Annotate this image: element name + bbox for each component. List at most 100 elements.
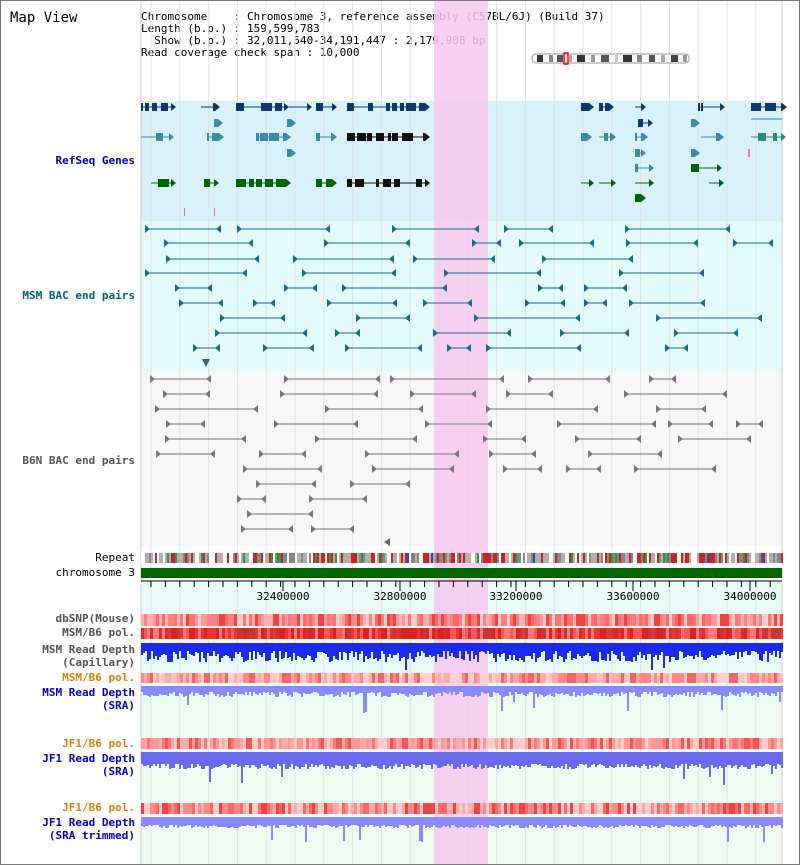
jf1-pol-2-cell <box>720 803 723 814</box>
msm-b6-pol-cell <box>612 628 615 639</box>
msm-b6-pol-sra-cell <box>402 673 405 683</box>
jf1-depth-trim-bar <box>585 817 587 826</box>
dbsnp-cell <box>642 614 645 626</box>
msm-depth-capillary-bar <box>179 643 181 651</box>
msm-depth-sra-bar <box>557 686 559 694</box>
msm-b6-pol-cell <box>387 628 390 639</box>
jf1-depth-sra-bar <box>767 752 769 764</box>
jf1-depth-sra-bar <box>141 752 143 764</box>
msm-depth-sra-bar <box>749 686 751 693</box>
dbsnp-cell <box>510 614 513 626</box>
msm-b6-pol-sra-cell <box>546 673 549 683</box>
msm-bac-pair-end <box>145 225 150 233</box>
dbsnp-cell <box>579 614 582 626</box>
msm-depth-capillary-bar <box>271 643 273 653</box>
msm-b6-pol-cell <box>363 628 366 639</box>
msm-b6-pol-cell <box>498 628 501 639</box>
jf1-pol-cell <box>483 738 486 749</box>
msm-depth-sra-bar <box>271 686 273 692</box>
jf1-depth-sra-bar <box>413 752 415 765</box>
jf1-depth-trim-bar <box>277 817 279 828</box>
jf1-depth-trim-bar <box>331 817 333 827</box>
repeat-segment <box>275 553 277 563</box>
msm-b6-pol-cell <box>237 628 240 639</box>
msm-b6-pol-cell <box>630 628 633 639</box>
dbsnp-cell <box>216 614 219 626</box>
msm-b6-pol-sra-cell <box>510 673 513 683</box>
jf1-depth-sra-bar <box>701 752 703 768</box>
msm-bac-pair-end <box>584 284 589 292</box>
repeat-segment <box>769 553 771 563</box>
msm-depth-capillary-bar <box>375 643 377 658</box>
msm-bac-pair-end <box>145 269 150 277</box>
jf1-depth-trim-bar <box>297 817 299 825</box>
msm-depth-capillary-bar <box>367 643 369 659</box>
msm-b6-pol-sra-cell <box>624 673 627 683</box>
msm-depth-capillary-bar <box>443 643 445 651</box>
jf1-depth-sra-bar <box>203 752 205 769</box>
repeat-segment <box>521 553 523 563</box>
msm-depth-sra-bar <box>701 686 703 693</box>
repeat-segment <box>397 553 399 563</box>
msm-b6-pol-sra-cell <box>654 673 657 683</box>
msm-b6-pol-sra-cell <box>708 673 711 683</box>
msm-depth-sra-bar <box>647 686 649 694</box>
jf1-pol-cell <box>219 738 222 749</box>
jf1-pol-2-cell <box>378 803 381 814</box>
msm-depth-sra-bar <box>781 686 783 692</box>
jf1-pol-cell <box>690 738 693 749</box>
chromosome-info: Chromosome : Chromosome 3, reference ass… <box>141 11 605 59</box>
b6n-bac-pair-end <box>605 375 610 383</box>
dbsnp-cell <box>546 614 549 626</box>
msm-b6-pol-sra-cell <box>183 673 186 683</box>
msm-depth-capillary-bar <box>203 643 205 658</box>
dbsnp-cell <box>564 614 567 626</box>
msm-depth-sra-bar <box>215 686 217 696</box>
jf1-pol-2-cell <box>447 803 450 814</box>
msm-depth-capillary-bar <box>277 643 279 662</box>
jf1-depth-sra-bar <box>635 752 637 765</box>
jf1-depth-sra-bar <box>595 752 597 767</box>
jf1-pol-2-cell <box>153 803 156 814</box>
msm-depth-sra-bar <box>367 686 369 693</box>
jf1-depth-trim-bar <box>725 817 727 827</box>
msm-depth-capillary-bar <box>749 643 751 655</box>
repeat-segment <box>505 553 507 563</box>
msm-depth-sra-bar <box>691 686 693 692</box>
repeat-segment <box>145 553 147 563</box>
repeat-segment <box>355 553 357 563</box>
dbsnp-cell <box>777 614 780 626</box>
msm-depth-sra-bar <box>287 686 289 696</box>
msm-b6-pol-sra-cell <box>759 673 762 683</box>
jf1-depth-trim-bar <box>357 817 359 826</box>
msm-depth-sra-bar <box>375 686 377 696</box>
jf1-depth-trim-bar <box>241 817 243 826</box>
jf1-depth-trim-bar <box>189 817 191 825</box>
dbsnp-cell <box>264 614 267 626</box>
b6n-bac-pair-end <box>284 375 289 383</box>
msm-depth-capillary-bar <box>391 643 393 658</box>
jf1-depth-trim-bar <box>637 817 639 826</box>
msm-bac-pair-end <box>220 314 225 322</box>
jf1-depth-sra-bar <box>683 752 685 779</box>
msm-depth-capillary-bar <box>405 643 407 670</box>
jf1-pol-cell <box>672 738 675 749</box>
jf1-depth-sra-bar <box>157 752 159 764</box>
repeat-segment <box>285 553 287 563</box>
jf1-depth-trim-bar <box>507 817 509 825</box>
msm-b6-pol-sra-cell <box>561 673 564 683</box>
msm-depth-capillary-bar <box>329 643 331 662</box>
msm-depth-capillary-bar <box>513 643 515 655</box>
jf1-pol-2-cell <box>726 803 729 814</box>
msm-depth-capillary-bar <box>697 643 699 657</box>
label-jf1-pol-2: JF1/B6 pol. <box>62 801 135 814</box>
repeat-segment <box>293 553 295 563</box>
msm-depth-capillary-bar <box>677 643 679 660</box>
jf1-pol-cell <box>234 738 237 749</box>
repeat-segment <box>655 553 657 563</box>
b6n-bac-pair-end <box>165 435 170 443</box>
jf1-depth-trim-bar <box>763 817 765 842</box>
repeat-segment <box>143 553 145 563</box>
repeat-segment <box>337 553 339 563</box>
